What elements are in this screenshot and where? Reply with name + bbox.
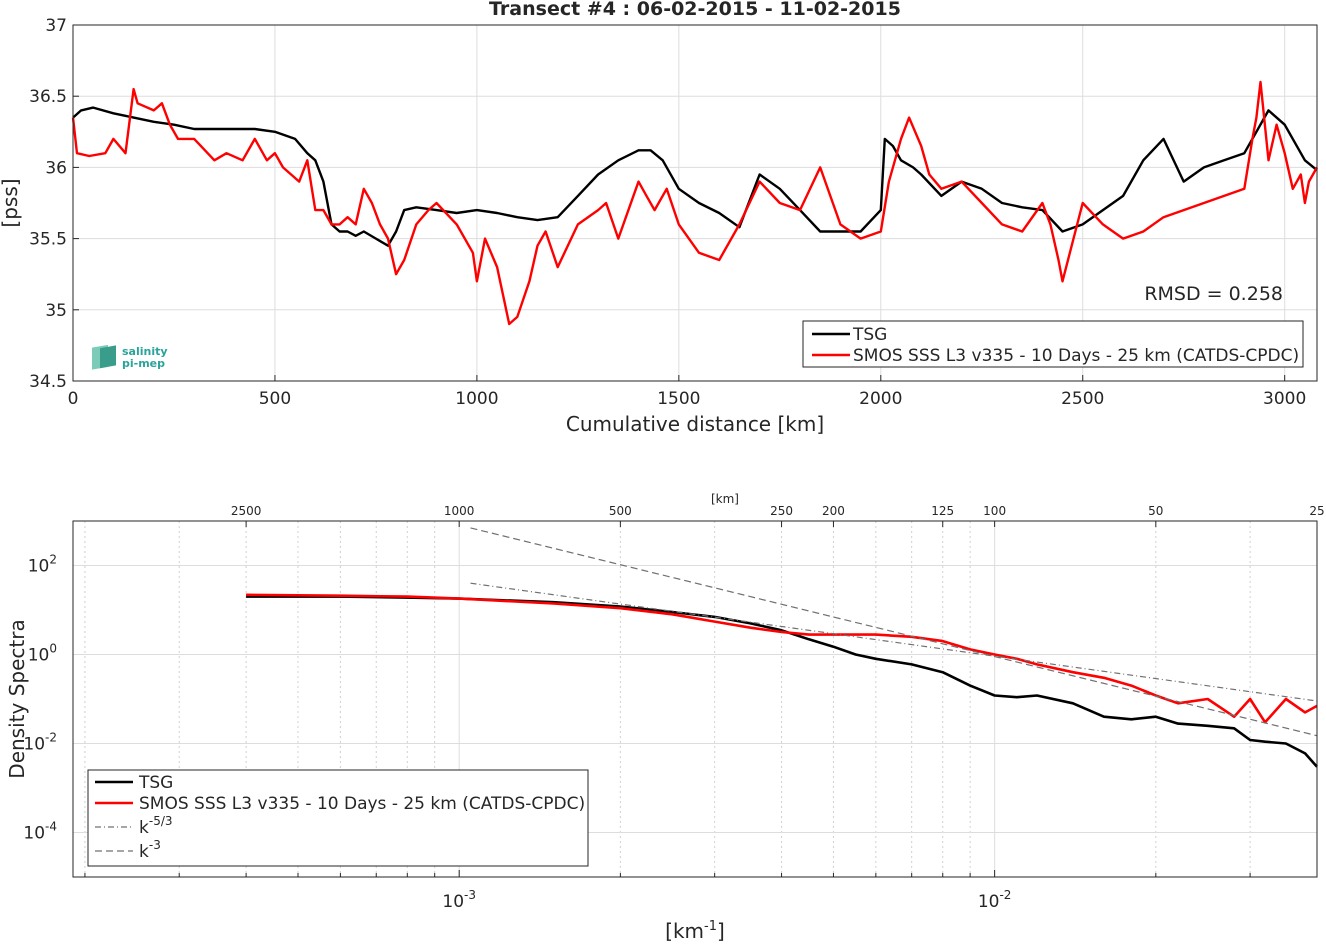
spectra-top-tick-label: 200 [822,504,845,518]
spectra-legend-box [87,769,589,867]
legend-label-tsg: TSG [852,325,887,345]
transect-plot-frame [72,24,1318,382]
spectra-x-tick-label: 10-2 [978,888,1012,912]
transect-legend: TSG SMOS SSS L3 v335 - 10 Days - 25 km (… [802,320,1304,368]
spectra-top-tick-label: 100 [983,504,1006,518]
spectra-x-tick-label: 10-3 [442,888,476,912]
spectra-legend: TSG SMOS SSS L3 v335 - 10 Days - 25 km (… [87,769,589,867]
spectra-top-tick-label: 125 [931,504,954,518]
transect-y-tick-label: 36.5 [29,87,67,107]
logo-mark-front [100,345,116,369]
transect-tick-labels: 0 500 1000 1500 2000 2500 3000 34.5 35 35.5 36 36.5… [29,16,1306,409]
spectra-x-axis-label: [km-1] [665,919,725,942]
logo-text-salinity: salinity [122,345,168,358]
transect-x-axis-label: Cumulative distance [km] [566,412,824,436]
transect-x-tick-label: 0 [68,389,79,409]
transect-y-tick-label: 37 [45,16,67,36]
transect-chart-title: Transect #4 : 06-02-2015 - 11-02-2015 [489,0,901,20]
spectra-line-k53 [470,582,1318,702]
spectra-y-axis-label: Density Spectra [5,619,29,778]
rmsd-annotation: RMSD = 0.258 [1144,283,1283,305]
spectra-top-axis-label: [km] [711,492,739,506]
transect-x-tick-label: 1000 [455,389,498,409]
transect-y-tick-label: 34.5 [29,372,67,392]
transect-y-tick-label: 35.5 [29,230,67,250]
spectra-top-tick-label: 50 [1148,504,1163,518]
logo-text-pimep: pi-mep [122,357,165,370]
spectra-y-tick-label: 10-4 [23,820,57,844]
transect-y-tick-label: 35 [45,301,67,321]
transect-series [71,80,1319,326]
spectra-line-smos [246,593,1318,724]
spectra-top-tick-label: 2500 [231,504,262,518]
spectra-series [246,527,1318,768]
spectra-top-tick-label: 250 [770,504,793,518]
legend-label-smos-spectra: SMOS SSS L3 v335 - 10 Days - 25 km (CATD… [139,794,585,814]
spectra-y-tick-label: 10-2 [23,731,57,755]
transect-x-tick-label: 500 [259,389,291,409]
legend-label-smos: SMOS SSS L3 v335 - 10 Days - 25 km (CATD… [853,346,1299,366]
transect-x-tick-label: 2500 [1061,389,1104,409]
transect-legend-box [802,320,1304,368]
transect-line-tsg [72,106,1318,247]
transect-x-tick-label: 3000 [1263,389,1306,409]
spectra-line-tsg [246,595,1318,768]
transect-y-tick-label: 36 [45,158,67,178]
transect-x-tick-label: 2000 [859,389,902,409]
spectra-y-tick-label: 100 [28,642,57,666]
transect-x-tick-label: 1500 [657,389,700,409]
spectra-top-tick-label: 500 [609,504,632,518]
transect-y-axis-label: [pss] [0,178,22,227]
spectra-chart: 10-3 10-2 10-4 10-2 100 102 2500 1000 500 250 200 1… [5,492,1325,943]
spectra-plot-frame [72,520,1318,878]
spectra-top-tick-label: 1000 [444,504,475,518]
transect-line-smos [71,80,1319,326]
legend-label-tsg-spectra: TSG [138,773,173,793]
salinity-pimep-logo: salinity pi-mep [92,344,168,370]
spectra-y-tick-label: 102 [28,553,57,577]
spectra-tick-labels: 10-3 10-2 10-4 10-2 100 102 2500 1000 500 250 200 1… [23,504,1324,912]
transect-chart: Transect #4 : 06-02-2015 - 11-02-2015 0 5… [0,0,1319,436]
spectra-top-tick-label: 25 [1309,504,1324,518]
spectra-line-k3 [470,527,1318,737]
